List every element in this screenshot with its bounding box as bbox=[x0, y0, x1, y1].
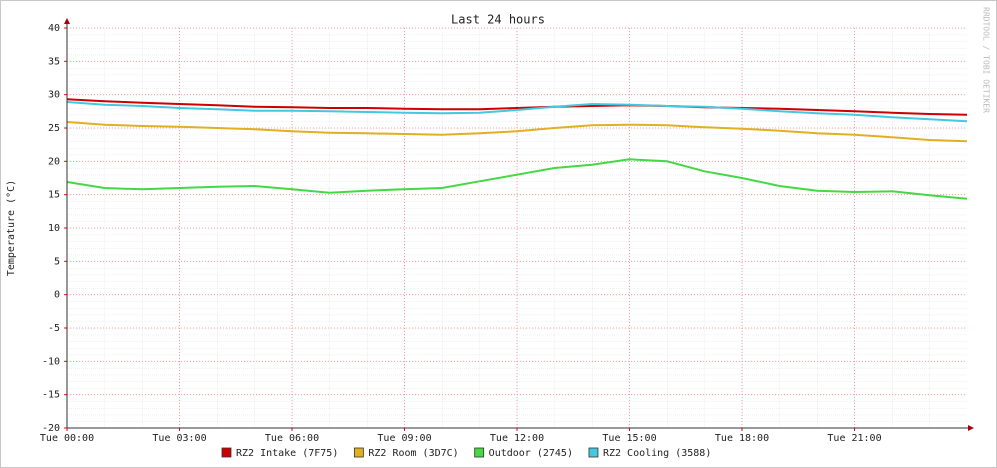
y-tick-label: 5 bbox=[54, 256, 60, 267]
y-tick-label: -5 bbox=[48, 323, 60, 334]
y-tick-label: 35 bbox=[48, 56, 60, 67]
legend-label: RZ2 Room (3D7C) bbox=[368, 448, 458, 459]
x-tick-label: Tue 00:00 bbox=[40, 433, 94, 444]
legend-label: Outdoor (2745) bbox=[489, 448, 573, 459]
legend: RZ2 Intake (7F75) RZ2 Room (3D7C) Outdoor … bbox=[221, 447, 711, 459]
x-tick-label: Tue 06:00 bbox=[265, 433, 319, 444]
y-tick-label: 0 bbox=[54, 290, 60, 301]
x-tick-label: Tue 12:00 bbox=[490, 433, 544, 444]
legend-swatch bbox=[474, 447, 485, 458]
axis-arrow bbox=[968, 425, 974, 431]
y-tick-label: -10 bbox=[42, 356, 60, 367]
chart-title: Last 24 hours bbox=[451, 13, 545, 27]
y-tick-label: 40 bbox=[48, 23, 60, 34]
y-tick-label: 25 bbox=[48, 123, 60, 134]
y-tick-label: -15 bbox=[42, 390, 60, 401]
axis-arrow bbox=[64, 18, 70, 24]
x-tick-label: Tue 18:00 bbox=[715, 433, 769, 444]
legend-label: RZ2 Intake (7F75) bbox=[236, 448, 338, 459]
x-tick-label: Tue 21:00 bbox=[827, 433, 881, 444]
series-line bbox=[66, 101, 968, 123]
legend-label: RZ2 Cooling (3588) bbox=[603, 448, 711, 459]
legend-swatch bbox=[353, 447, 364, 458]
grid bbox=[64, 27, 967, 431]
y-tick-label: 30 bbox=[48, 90, 60, 101]
legend-swatch bbox=[588, 447, 599, 458]
y-tick-label: 20 bbox=[48, 156, 60, 167]
lines bbox=[66, 98, 968, 200]
y-axis-label: Temperature (°C) bbox=[6, 180, 17, 276]
series-line bbox=[66, 121, 968, 143]
series-line bbox=[66, 98, 968, 116]
y-tick-label: 15 bbox=[48, 190, 60, 201]
y-tick-label: 10 bbox=[48, 223, 60, 234]
legend-swatch bbox=[221, 447, 232, 458]
x-tick-label: Tue 15:00 bbox=[602, 433, 656, 444]
x-tick-label: Tue 03:00 bbox=[152, 433, 206, 444]
y-tick-label: -20 bbox=[42, 423, 60, 434]
x-tick-label: Tue 09:00 bbox=[377, 433, 431, 444]
series-line bbox=[66, 158, 968, 200]
credit: RRDTOOL / TOBI OETIKER bbox=[982, 7, 991, 113]
